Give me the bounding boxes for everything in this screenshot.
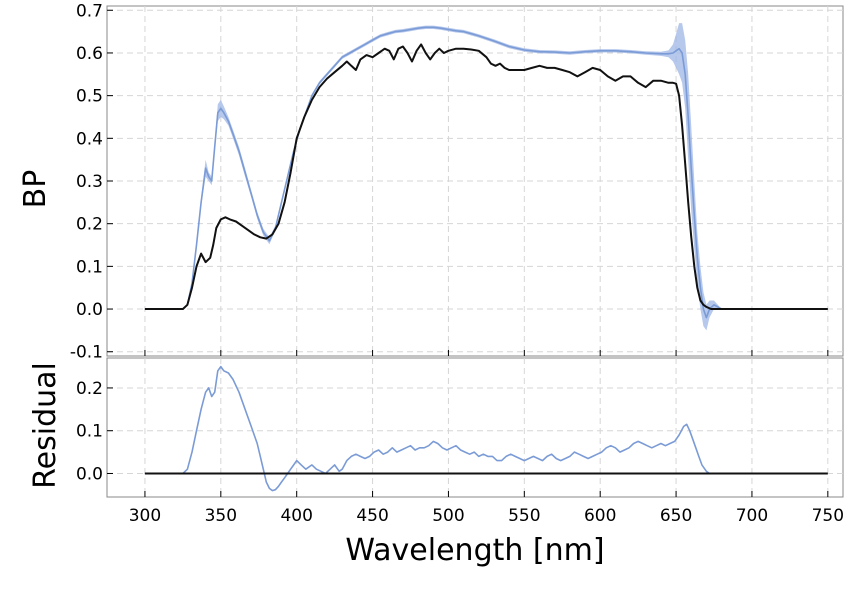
- y-tick-label: 0.2: [76, 379, 103, 399]
- x-tick-label: 400: [280, 506, 312, 526]
- x-axis-label: Wavelength [nm]: [345, 533, 604, 568]
- x-tick-label: 750: [812, 506, 844, 526]
- x-tick-label: 450: [356, 506, 388, 526]
- x-tick-label: 600: [584, 506, 616, 526]
- x-tick-label: 350: [205, 506, 237, 526]
- bottom-panel: 0.0 0.1 0.2 Residual: [28, 357, 844, 498]
- y-axis-label: BP: [18, 170, 53, 209]
- x-tick-label: 700: [736, 506, 768, 526]
- y-tick-label: 0.7: [76, 1, 103, 21]
- x-tick-label: 650: [660, 506, 692, 526]
- y-tick-label: 0.0: [76, 300, 103, 320]
- y-tick-label: 0.2: [76, 215, 103, 235]
- y-tick-label: 0.5: [76, 87, 103, 107]
- x-tick-label: 300: [129, 506, 161, 526]
- series-line-0: [144, 365, 828, 492]
- bottom-panel-series: [144, 365, 828, 492]
- series-line-0: [144, 26, 828, 319]
- y-tick-label: 0.1: [76, 422, 103, 442]
- y-tick-label: 0.4: [76, 129, 103, 149]
- y-tick-label: -0.1: [70, 343, 103, 363]
- x-tick-label: 500: [432, 506, 464, 526]
- top-panel: -0.1 0.0 0.1 0.2 0.3 0.4 0.5 0.6 0.7 BP: [18, 1, 844, 363]
- y-tick-label: 0.0: [76, 464, 103, 484]
- y-axis-label: Residual: [28, 362, 63, 489]
- top-panel-series: [144, 23, 828, 331]
- series-line-1: [144, 43, 828, 310]
- y-tick-label: 0.3: [76, 172, 103, 192]
- x-tick-label: 550: [508, 506, 540, 526]
- y-tick-label: 0.6: [76, 44, 103, 64]
- y-tick-label: 0.1: [76, 257, 103, 277]
